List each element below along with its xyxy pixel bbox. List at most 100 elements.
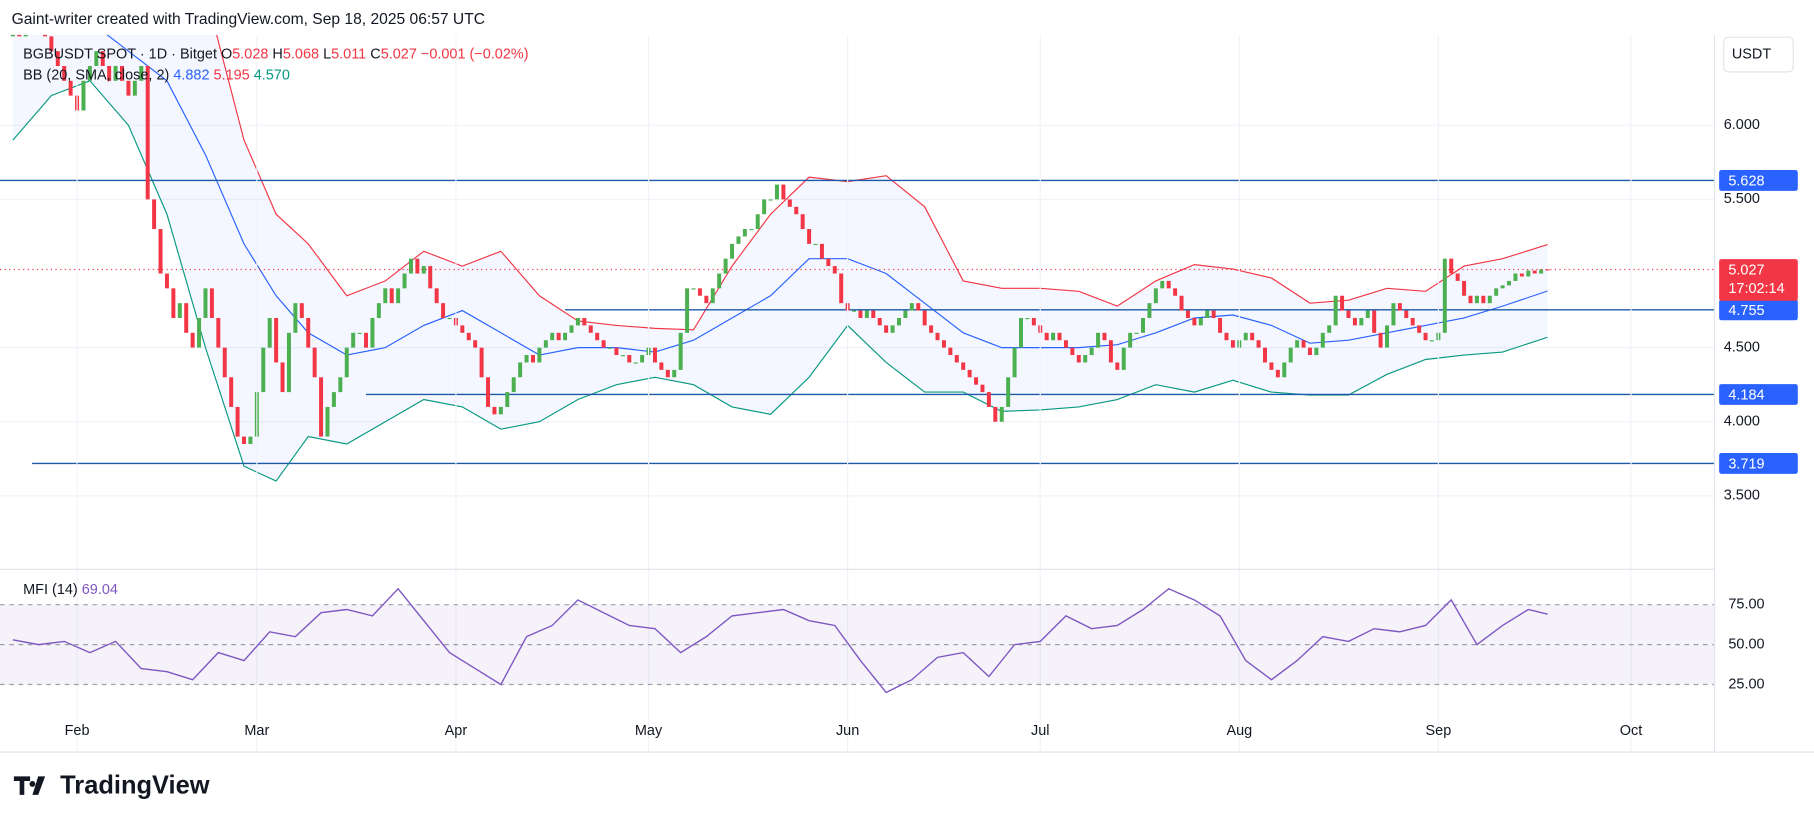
legend-part: 5.195	[214, 67, 250, 83]
level-label-box	[1719, 170, 1798, 191]
x-tick-label: Oct	[1620, 723, 1642, 739]
candle	[466, 332, 471, 341]
candle	[929, 325, 934, 333]
legend-part: MFI (14)	[23, 582, 78, 598]
candle	[608, 347, 613, 349]
candle	[601, 340, 606, 348]
candle	[1391, 303, 1396, 326]
candle	[1404, 310, 1409, 318]
candle	[1449, 258, 1454, 274]
candle	[922, 310, 927, 326]
candle	[415, 258, 420, 274]
candle	[704, 295, 709, 304]
candle	[203, 288, 208, 318]
candle	[267, 317, 272, 348]
candle	[505, 392, 510, 407]
price-pane	[0, 34, 1715, 497]
candle	[299, 303, 304, 318]
candle	[961, 362, 966, 370]
candle	[742, 229, 747, 237]
candle	[948, 347, 953, 356]
candle	[1474, 295, 1479, 304]
candle	[1307, 347, 1312, 356]
currency-box[interactable]	[1723, 36, 1794, 73]
candle	[524, 355, 529, 363]
candle	[216, 317, 221, 348]
candle	[749, 229, 754, 231]
credit: Gaint-writer created with TradingView.co…	[12, 11, 485, 28]
candle	[839, 273, 844, 304]
candle	[1134, 332, 1139, 334]
candle	[441, 303, 446, 318]
candle	[222, 347, 227, 378]
candle	[357, 332, 362, 334]
candle	[588, 325, 593, 333]
currency: USDT	[1732, 46, 1772, 62]
candle	[1494, 288, 1499, 296]
candle	[678, 332, 683, 370]
candle	[993, 406, 998, 422]
candle	[370, 317, 375, 348]
candle	[344, 347, 349, 378]
candle	[1320, 332, 1325, 348]
candle	[781, 184, 786, 200]
candle	[498, 406, 503, 415]
candle	[1025, 317, 1030, 320]
candle	[1507, 280, 1512, 286]
candle	[909, 303, 914, 311]
candle	[10, 34, 15, 37]
candle	[1539, 269, 1544, 274]
candle	[177, 303, 182, 318]
x-tick-label: Apr	[445, 723, 468, 739]
candle	[1352, 317, 1357, 326]
candle	[685, 288, 690, 333]
candle	[1282, 362, 1287, 378]
candle	[209, 288, 214, 318]
candle	[1487, 295, 1492, 304]
candle	[408, 258, 413, 274]
candle	[1397, 303, 1402, 311]
candle	[23, 34, 28, 37]
candle	[967, 369, 972, 378]
candle	[659, 362, 664, 370]
y-tick-label: 25.00	[1728, 676, 1764, 692]
candle	[1083, 355, 1088, 363]
candle	[139, 65, 144, 81]
candle	[293, 303, 298, 333]
candle	[1128, 332, 1133, 348]
legend-part: BB (20, SMA, close, 2)	[23, 67, 169, 83]
candle	[1263, 347, 1268, 363]
x-tick-label: Jul	[1031, 723, 1049, 739]
candle	[94, 51, 99, 66]
candle	[1519, 273, 1524, 277]
candle	[999, 406, 1004, 422]
candle	[819, 243, 824, 259]
candle	[428, 266, 433, 289]
band-upper	[216, 34, 1548, 331]
legend-part: H	[272, 46, 282, 62]
candle	[530, 355, 535, 363]
candle	[1089, 347, 1094, 356]
candle	[1044, 332, 1049, 341]
candle	[986, 392, 991, 407]
candle	[935, 332, 940, 341]
candle	[120, 65, 124, 81]
candle	[518, 362, 523, 378]
candle	[569, 325, 574, 333]
candle	[184, 303, 189, 333]
level-label: 3.719	[1728, 456, 1764, 472]
y-tick-label: 50.00	[1728, 636, 1764, 652]
countdown: 17:02:14	[1728, 281, 1784, 297]
level-label: 4.755	[1728, 303, 1764, 319]
candle	[672, 369, 677, 378]
candle	[325, 406, 330, 437]
candle	[1423, 332, 1428, 341]
legend-part: L	[323, 46, 331, 62]
candle	[1166, 280, 1171, 289]
candle	[158, 229, 163, 274]
candle	[710, 288, 715, 304]
candle	[1205, 310, 1210, 318]
candle	[627, 355, 632, 363]
candle	[556, 332, 561, 341]
legend-part: 5.068	[283, 46, 319, 62]
